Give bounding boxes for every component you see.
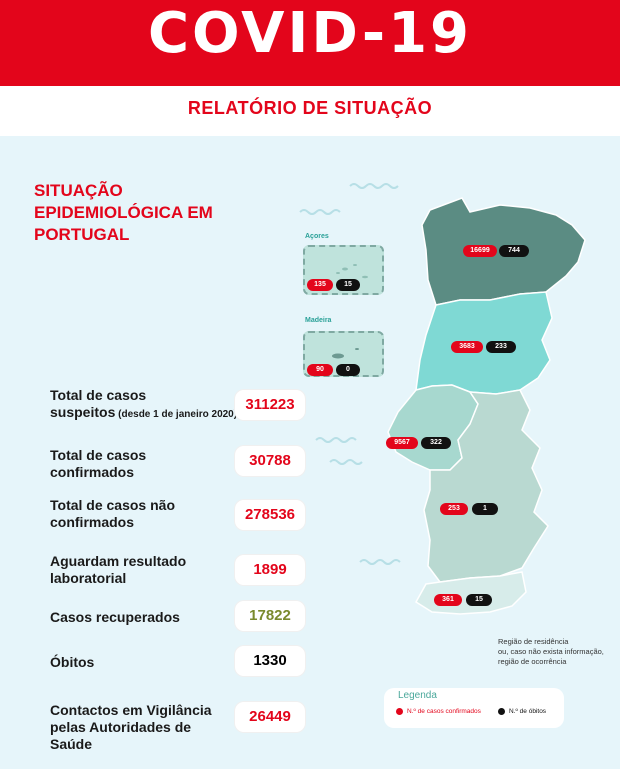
stat-label-line: Saúde: [50, 736, 93, 752]
stat-label-line: suspeitos: [50, 404, 116, 420]
madeira-islands-shape: [332, 348, 359, 359]
stat-label-line: Contactos em Vigilância: [50, 702, 212, 718]
section-title-line: SITUAÇÃO: [34, 181, 123, 200]
legend-deaths-label: N.º de óbitos: [509, 708, 547, 715]
stat-label-awaiting: Aguardam resultado laboratorial: [50, 553, 186, 587]
map-note-line: região de ocorrência: [498, 657, 567, 666]
stat-label-line: laboratorial: [50, 570, 127, 586]
stat-label-line: Total de casos não: [50, 497, 175, 513]
stat-value-suspected: 311223: [235, 390, 305, 420]
stat-label-line: confirmados: [50, 514, 135, 530]
map-note-line: ou, caso não exista informação,: [498, 647, 604, 656]
stat-value-recovered: 17822: [235, 601, 305, 631]
section-title-line: PORTUGAL: [34, 225, 130, 244]
stat-label-contacts: Contactos em Vigilância pelas Autoridade…: [50, 702, 212, 753]
legend-item-deaths: N.º de óbitos: [498, 708, 546, 715]
stat-label-note: (desde 1 de janeiro 2020): [115, 409, 238, 420]
stat-label-recovered: Casos recuperados: [50, 609, 180, 626]
report-subtitle: RELATÓRIO DE SITUAÇÃO: [187, 98, 433, 118]
madeira-label: Madeira: [305, 317, 332, 324]
stat-label-line: pelas Autoridades de: [50, 719, 192, 735]
map-note-line: Região de residência: [498, 637, 569, 646]
lisboa-deaths-badge: 322: [421, 437, 451, 449]
alentejo-cases-badge: 253: [440, 503, 468, 515]
centro-deaths-badge: 233: [486, 341, 516, 353]
algarve-cases-badge: 361: [434, 594, 462, 606]
stat-label-line: confirmados: [50, 464, 135, 480]
madeira-deaths-badge: 0: [336, 364, 360, 376]
black-dot-icon: [498, 708, 505, 715]
legend-cases-label: N.º de casos confirmados: [407, 708, 481, 715]
legend-title: Legenda: [398, 690, 437, 701]
section-title-line: EPIDEMIOLÓGICA EM: [34, 203, 213, 222]
stat-value-deaths: 1330: [235, 646, 305, 676]
alentejo-deaths-badge: 1: [472, 503, 498, 515]
stat-value-contacts: 26449: [235, 702, 305, 732]
azores-deaths-badge: 15: [336, 279, 360, 291]
stat-value-not-confirmed: 278536: [235, 500, 305, 530]
lisboa-cases-badge: 9567: [386, 437, 418, 449]
stat-label-suspected: Total de casos suspeitos (desde 1 de jan…: [50, 387, 237, 423]
region-centro: [415, 291, 553, 395]
stat-label-line: Casos recuperados: [50, 609, 180, 625]
norte-deaths-badge: 744: [499, 245, 529, 257]
stat-label-not-confirmed: Total de casos não confirmados: [50, 497, 175, 531]
centro-cases-badge: 3683: [451, 341, 483, 353]
stat-label-line: Óbitos: [50, 654, 95, 670]
stat-label-confirmed: Total de casos confirmados: [50, 447, 146, 481]
stat-label-line: Total de casos: [50, 387, 147, 403]
section-title: SITUAÇÃO EPIDEMIOLÓGICA EM PORTUGAL: [34, 180, 264, 246]
norte-cases-badge: 16699: [463, 245, 497, 257]
legend-item-cases: N.º de casos confirmados: [396, 708, 481, 715]
madeira-cases-badge: 90: [307, 364, 333, 376]
red-dot-icon: [396, 708, 403, 715]
region-algarve: [414, 571, 527, 615]
stat-value-confirmed: 30788: [235, 446, 305, 476]
header-banner: [0, 0, 620, 86]
algarve-deaths-badge: 15: [466, 594, 492, 606]
stat-label-line: Total de casos: [50, 447, 147, 463]
subheader-bar: [0, 86, 620, 136]
legend-box: [384, 688, 564, 728]
wave-decoration: [299, 183, 401, 565]
stat-label-line: Aguardam resultado: [50, 553, 187, 569]
azores-label: Açores: [305, 233, 329, 240]
map-note: Região de residência ou, caso não exista…: [498, 637, 616, 667]
azores-islands-shape: [336, 264, 368, 279]
stat-value-awaiting: 1899: [235, 555, 305, 585]
azores-cases-badge: 135: [307, 279, 333, 291]
stat-label-deaths: Óbitos: [50, 654, 94, 671]
page-title: COVID-19: [147, 1, 473, 66]
